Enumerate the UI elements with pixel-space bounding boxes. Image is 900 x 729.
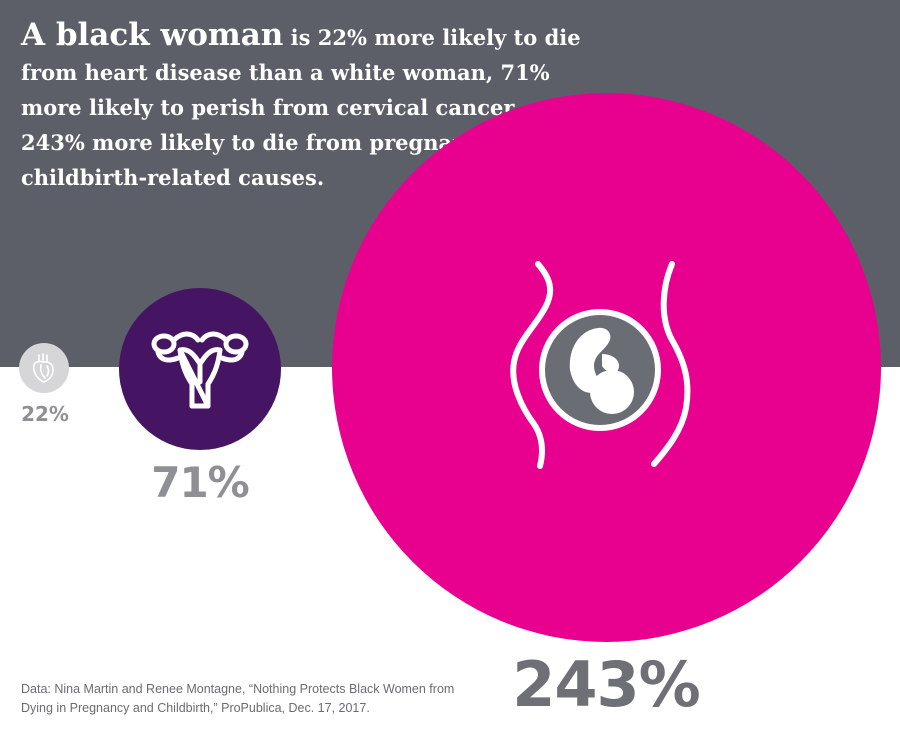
bubble-cervical-cancer	[119, 288, 281, 450]
bubble-pregnancy-related	[332, 93, 881, 642]
headline-lead: A black woman	[21, 17, 284, 53]
heart-icon	[32, 353, 54, 383]
source-note: Data: Nina Martin and Renee Montagne, “N…	[21, 682, 455, 715]
label-cervical-cancer-percent: 71%	[151, 458, 250, 507]
label-heart-disease-percent: 22%	[21, 402, 69, 426]
bubble-heart-disease	[19, 343, 69, 393]
uterus-icon	[151, 331, 249, 409]
pregnancy-icon	[509, 260, 690, 469]
label-pregnancy-related-percent: 243%	[512, 648, 701, 721]
